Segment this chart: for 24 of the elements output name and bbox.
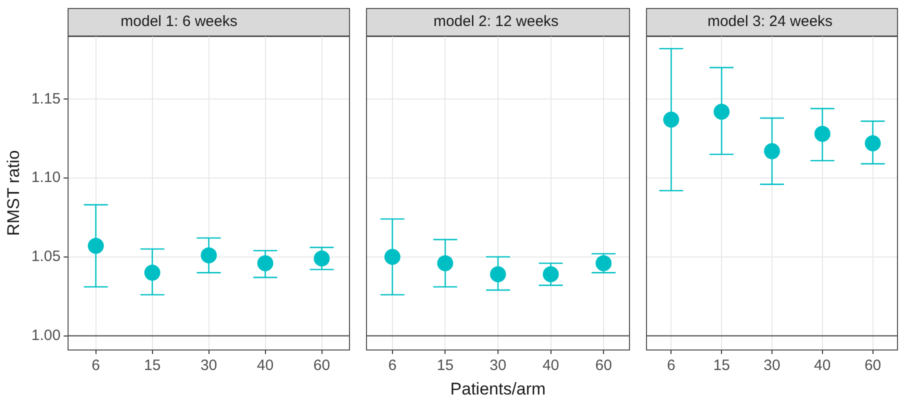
x-tick-label: 30 [200,357,218,374]
x-tick-label: 15 [144,357,161,374]
x-tick-label: 30 [764,357,780,374]
x-tick-label: 60 [595,357,612,374]
x-tick-label: 6 [92,357,100,374]
x-tick-label: 6 [667,357,676,374]
chart-title: model 1: 6 weeks [120,13,238,30]
x-tick-label: 60 [313,357,330,374]
y-tick-label: 1.00 [31,326,61,344]
chart-title: model 2: 12 weeks [433,13,559,30]
x-axis-title: Patients/arm [450,379,546,398]
y-axis-title: RMST ratio [4,150,23,236]
x-tick-label: 30 [490,357,506,374]
x-tick-label: 15 [436,357,454,374]
y-tick-label: 1.15 [31,90,61,108]
y-tick-label: 1.05 [31,248,61,266]
x-tick-label: 60 [864,357,882,374]
x-tick-label: 15 [713,357,730,374]
x-tick-label: 40 [542,357,560,374]
x-tick-label: 6 [388,357,397,374]
x-tick-label: 40 [814,357,831,374]
y-tick-label: 1.10 [31,169,61,186]
chart-title: model 3: 24 weeks [707,13,833,30]
x-tick-label: 40 [256,357,274,374]
